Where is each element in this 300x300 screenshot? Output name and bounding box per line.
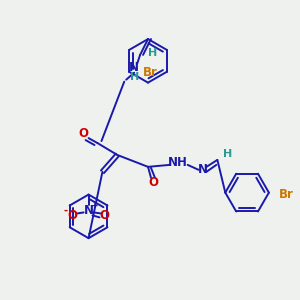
Text: O: O [68,209,78,222]
Text: N: N [84,204,94,217]
Text: +: + [91,201,98,210]
Text: N: N [129,61,139,74]
Text: -: - [64,206,68,215]
Text: H: H [148,48,158,58]
Text: H: H [130,72,139,82]
Text: N: N [197,163,208,176]
Text: O: O [79,127,88,140]
Text: Br: Br [142,66,158,79]
Text: H: H [223,149,232,159]
Text: NH: NH [168,156,188,170]
Text: Br: Br [279,188,294,201]
Text: O: O [99,209,110,222]
Text: O: O [148,176,158,189]
